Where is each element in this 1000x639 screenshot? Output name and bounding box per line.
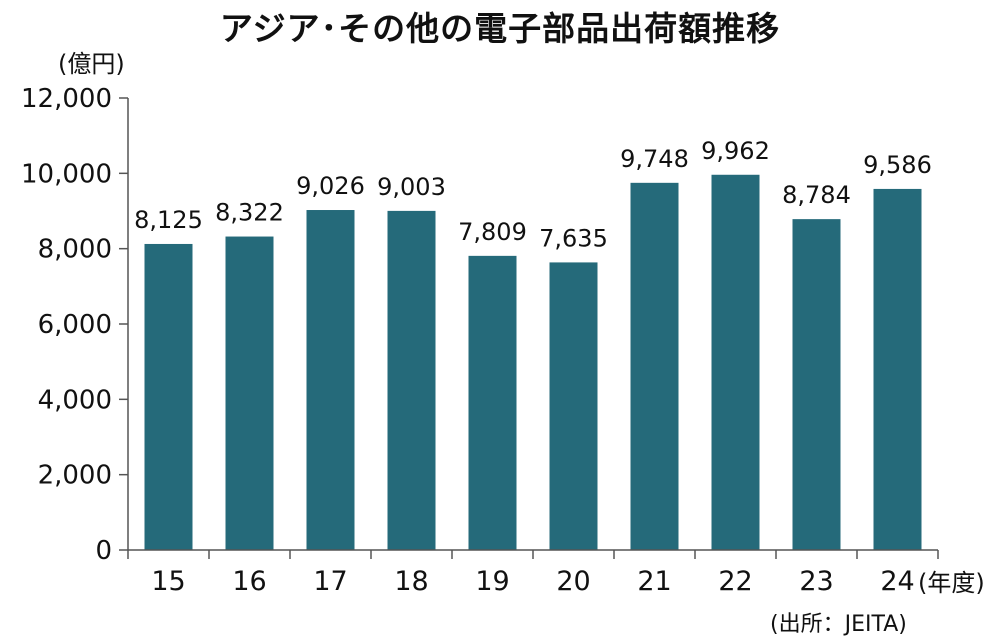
data-label: 9,748 (620, 145, 689, 173)
data-label: 9,586 (863, 151, 932, 179)
source-note: (出所：JEITA) (770, 612, 907, 637)
y-tick-label: 0 (95, 536, 112, 566)
bar (144, 243, 193, 551)
y-tick-label: 4,000 (38, 385, 112, 415)
bars-group (144, 174, 922, 551)
data-label: 7,809 (458, 218, 527, 246)
x-tick-label: 23 (799, 566, 833, 597)
x-tick-label: 17 (313, 566, 347, 597)
data-label: 8,125 (134, 206, 203, 234)
x-tick-label: 21 (637, 566, 671, 597)
x-tick-label: 20 (556, 566, 590, 597)
y-axis-unit: (億円) (58, 50, 125, 78)
x-tick-label: 18 (394, 566, 428, 597)
y-axis: 0 2,000 4,000 6,000 8,000 10,000 12,000 (21, 84, 129, 566)
x-tick-label: 16 (232, 566, 266, 597)
y-tick-label: 12,000 (21, 84, 112, 114)
bar (792, 219, 841, 551)
y-tick-label: 2,000 (38, 461, 112, 491)
data-label: 9,003 (377, 173, 446, 201)
data-label: 7,635 (539, 224, 608, 252)
chart-title: アジア･その他の電子部品出荷額推移 (219, 9, 781, 48)
y-tick-label: 6,000 (38, 310, 112, 340)
bar (711, 174, 760, 551)
bar (387, 210, 436, 550)
x-axis-unit: (年度) (918, 569, 985, 597)
y-tick-label: 8,000 (38, 235, 112, 265)
x-tick-label: 15 (151, 566, 185, 597)
bar (630, 182, 679, 551)
data-label: 9,026 (296, 172, 365, 200)
x-tick-label: 24 (880, 566, 914, 597)
bar (549, 262, 598, 550)
bar (306, 210, 355, 550)
data-label: 9,962 (701, 137, 770, 165)
x-tick-label: 19 (475, 566, 509, 597)
data-label: 8,322 (215, 199, 284, 227)
bar (873, 188, 922, 550)
y-tick-label: 10,000 (21, 159, 112, 189)
data-label: 8,784 (782, 181, 851, 209)
bar (468, 255, 517, 550)
bar (225, 236, 274, 550)
x-axis: 15 16 17 18 19 20 21 22 23 24 (127, 549, 939, 597)
data-labels-group: 8,125 8,322 9,026 9,003 7,809 7,635 9,748 9,962… (134, 137, 932, 253)
x-tick-label: 22 (718, 566, 752, 597)
